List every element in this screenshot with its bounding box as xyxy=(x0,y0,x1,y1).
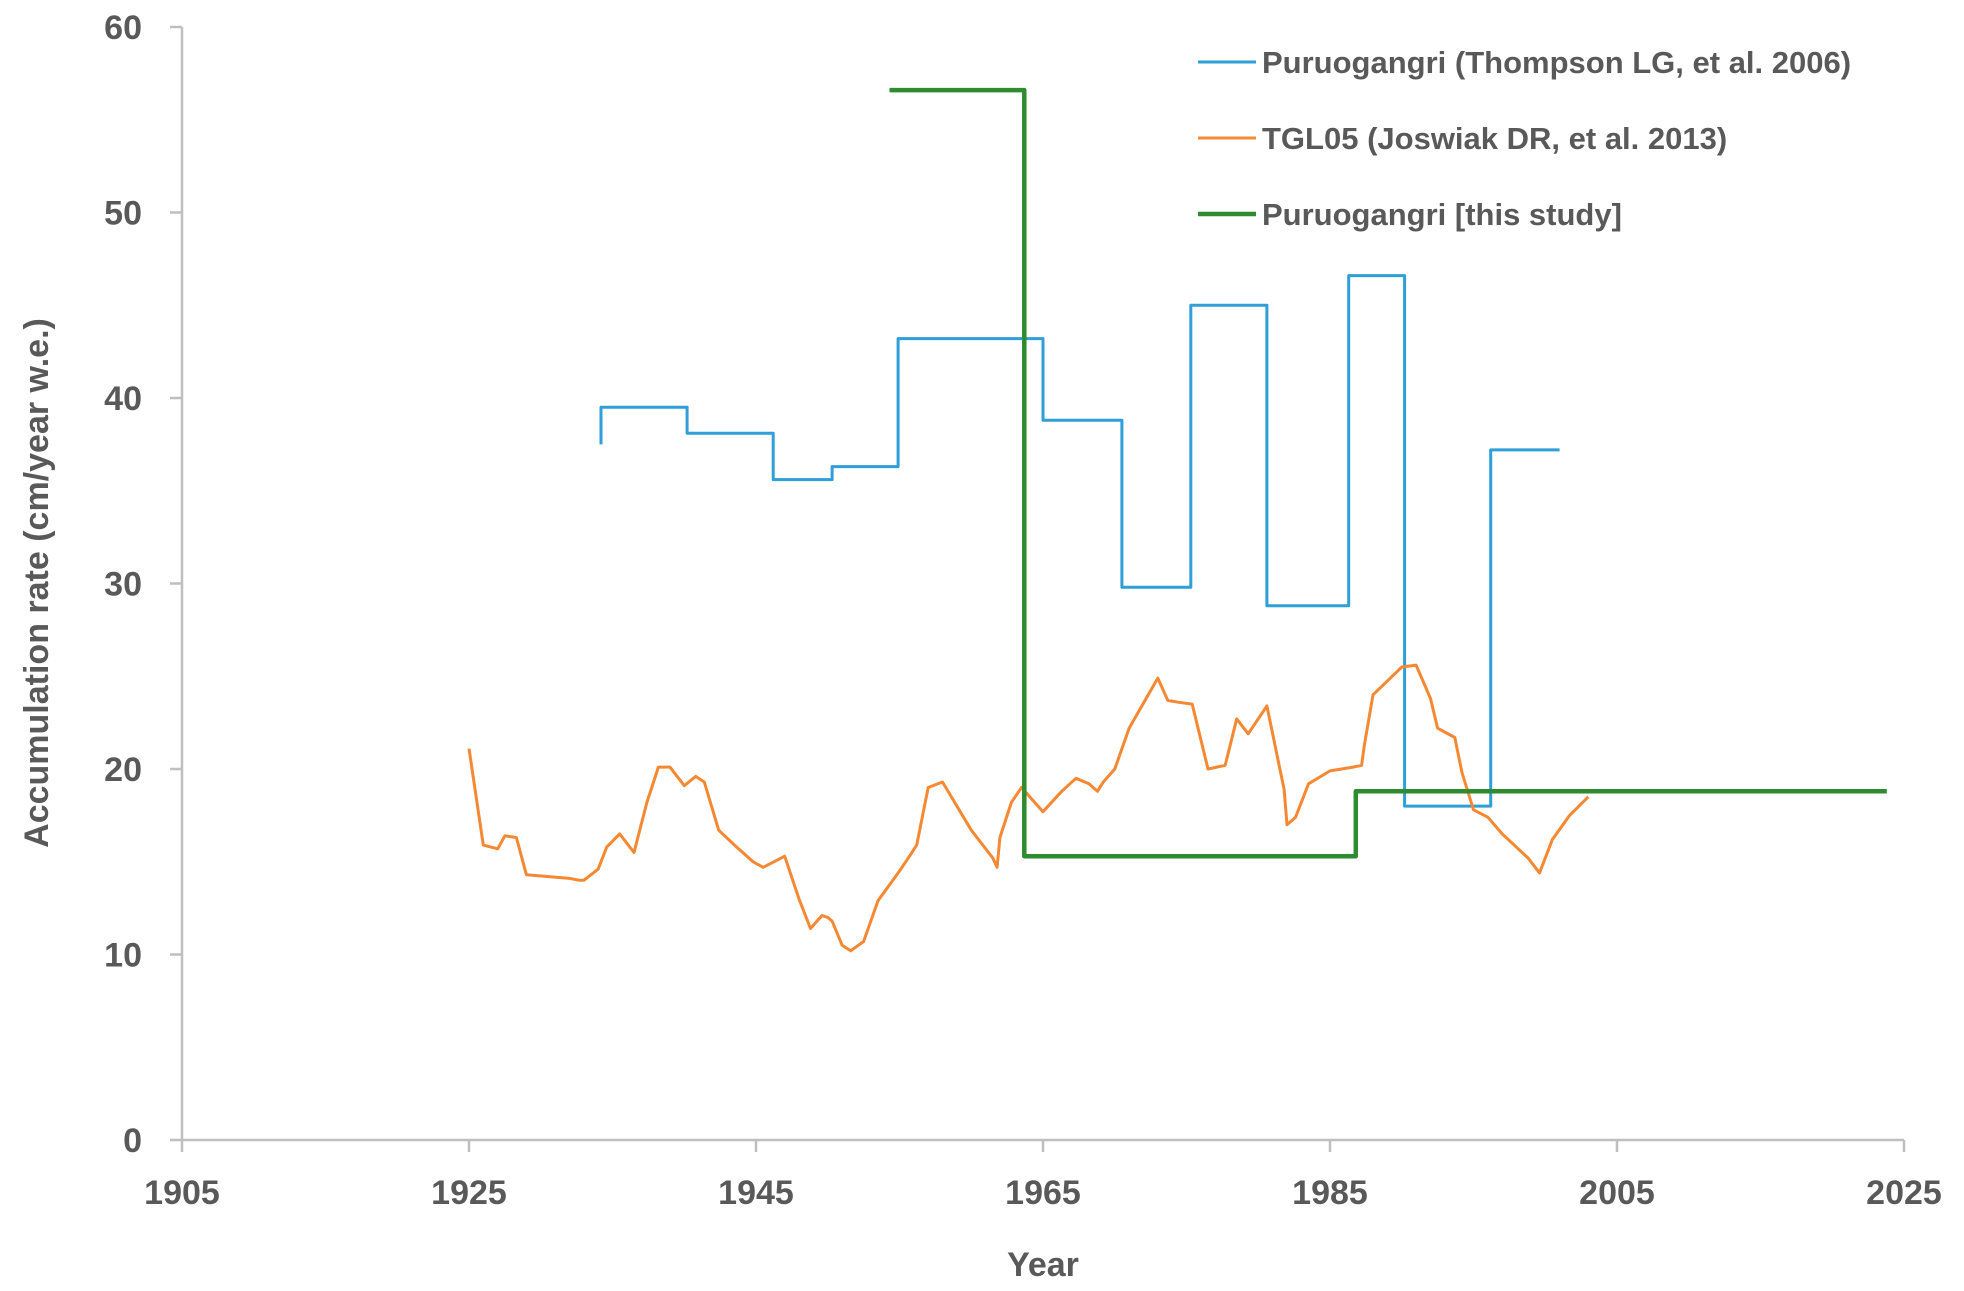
y-tick-label: 20 xyxy=(104,751,142,789)
legend-item-this-study: Puruogangri [this study] xyxy=(1198,197,1622,232)
series-thompson-line xyxy=(599,274,1560,808)
series-tgl05-line xyxy=(467,663,1590,953)
x-tick-label: 1965 xyxy=(1005,1174,1081,1212)
series-group xyxy=(467,87,1887,953)
x-axis-title: Year xyxy=(1007,1246,1079,1284)
x-tick-label: 1925 xyxy=(431,1174,507,1212)
x-tick-label: 2005 xyxy=(1579,1174,1655,1212)
y-tick-label: 10 xyxy=(104,937,142,975)
y-tick-label: 30 xyxy=(104,566,142,604)
x-tick-label: 2025 xyxy=(1866,1174,1942,1212)
legend-item-thompson: Puruogangri (Thompson LG, et al. 2006) xyxy=(1198,45,1851,80)
x-ticks: 1905 1925 1945 1965 1985 2005 2025 xyxy=(144,1140,1942,1212)
axes: 1905 1925 1945 1965 1985 2005 2025 0 10 20 30 40 50… xyxy=(104,9,1942,1212)
y-tick-label: 50 xyxy=(104,195,142,233)
y-tick-label: 60 xyxy=(104,9,142,47)
y-ticks: 0 10 20 30 40 50 60 xyxy=(104,9,182,1160)
legend-label: Puruogangri (Thompson LG, et al. 2006) xyxy=(1262,45,1851,80)
legend: Puruogangri (Thompson LG, et al. 2006) TG… xyxy=(1198,45,1851,232)
x-tick-label: 1945 xyxy=(718,1174,794,1212)
x-tick-label: 1985 xyxy=(1292,1174,1368,1212)
legend-label: TGL05 (Joswiak DR, et al. 2013) xyxy=(1262,121,1727,156)
y-tick-label: 40 xyxy=(104,380,142,418)
legend-label: Puruogangri [this study] xyxy=(1262,197,1622,232)
legend-item-tgl05: TGL05 (Joswiak DR, et al. 2013) xyxy=(1198,121,1727,156)
y-tick-label: 0 xyxy=(123,1122,142,1160)
x-tick-label: 1905 xyxy=(144,1174,220,1212)
y-axis-title: Accumulation rate (cm/year w.e.) xyxy=(18,318,56,848)
series-this-study-line xyxy=(889,87,1887,859)
